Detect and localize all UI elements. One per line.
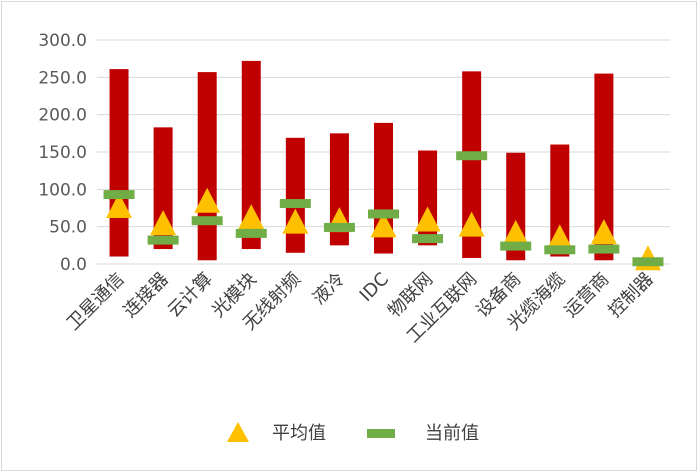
range-bar — [109, 69, 129, 257]
category-label: 控制器 — [604, 269, 657, 322]
range-bars — [109, 60, 658, 263]
y-tick-label: 50.0 — [49, 218, 87, 238]
category-label: 云计算 — [164, 269, 217, 322]
average-marker — [590, 219, 617, 245]
category-label: 运营商 — [560, 269, 613, 322]
y-tick-label: 150.0 — [38, 143, 87, 163]
legend-current-marker — [367, 429, 395, 438]
range-bar — [550, 144, 570, 257]
range-bar — [153, 127, 173, 250]
y-tick-label: 200.0 — [38, 106, 87, 126]
current-marker — [368, 209, 399, 219]
range-bar — [374, 122, 393, 254]
current-marker — [456, 151, 488, 161]
average-marker — [238, 204, 265, 230]
range-bar — [594, 73, 614, 261]
range-bar — [197, 72, 217, 261]
category-label: 连接器 — [120, 269, 173, 322]
y-tick-label: 0.0 — [60, 255, 87, 275]
average-markers — [106, 187, 661, 271]
average-marker — [150, 210, 177, 236]
range-bar — [285, 137, 305, 253]
legend: 平均值 当前值 — [227, 422, 479, 444]
range-bar — [462, 71, 482, 259]
y-tick-label: 300.0 — [38, 31, 87, 51]
legend-average-marker — [227, 422, 249, 442]
y-tick-label: 250.0 — [38, 68, 87, 88]
category-label: IDC — [356, 269, 393, 306]
current-marker — [500, 241, 532, 251]
category-label: 卫星通信 — [63, 269, 129, 335]
average-marker — [502, 219, 529, 245]
average-marker — [546, 224, 573, 250]
current-marker — [323, 222, 355, 232]
category-label: 液冷 — [309, 269, 349, 309]
current-marker — [103, 190, 135, 200]
current-marker — [191, 216, 223, 226]
average-marker — [282, 208, 309, 234]
average-marker — [414, 206, 441, 232]
y-axis-ticks: 0.0 50.0 100.0 150.0 200.0 250.0 300.0 — [38, 31, 87, 275]
current-marker — [147, 235, 179, 245]
average-marker — [370, 212, 397, 238]
average-marker — [106, 193, 133, 218]
current-marker — [544, 245, 576, 255]
legend-average-label: 平均值 — [272, 423, 326, 444]
y-tick-label: 100.0 — [38, 180, 87, 200]
current-marker — [412, 234, 444, 244]
range-bar — [241, 60, 261, 250]
current-marker — [279, 199, 311, 209]
legend-current-label: 当前值 — [425, 423, 479, 444]
current-marker — [588, 244, 620, 254]
average-marker — [458, 211, 485, 237]
current-markers — [103, 151, 664, 267]
average-marker — [194, 187, 221, 213]
current-marker — [632, 257, 664, 267]
current-marker — [235, 228, 267, 238]
